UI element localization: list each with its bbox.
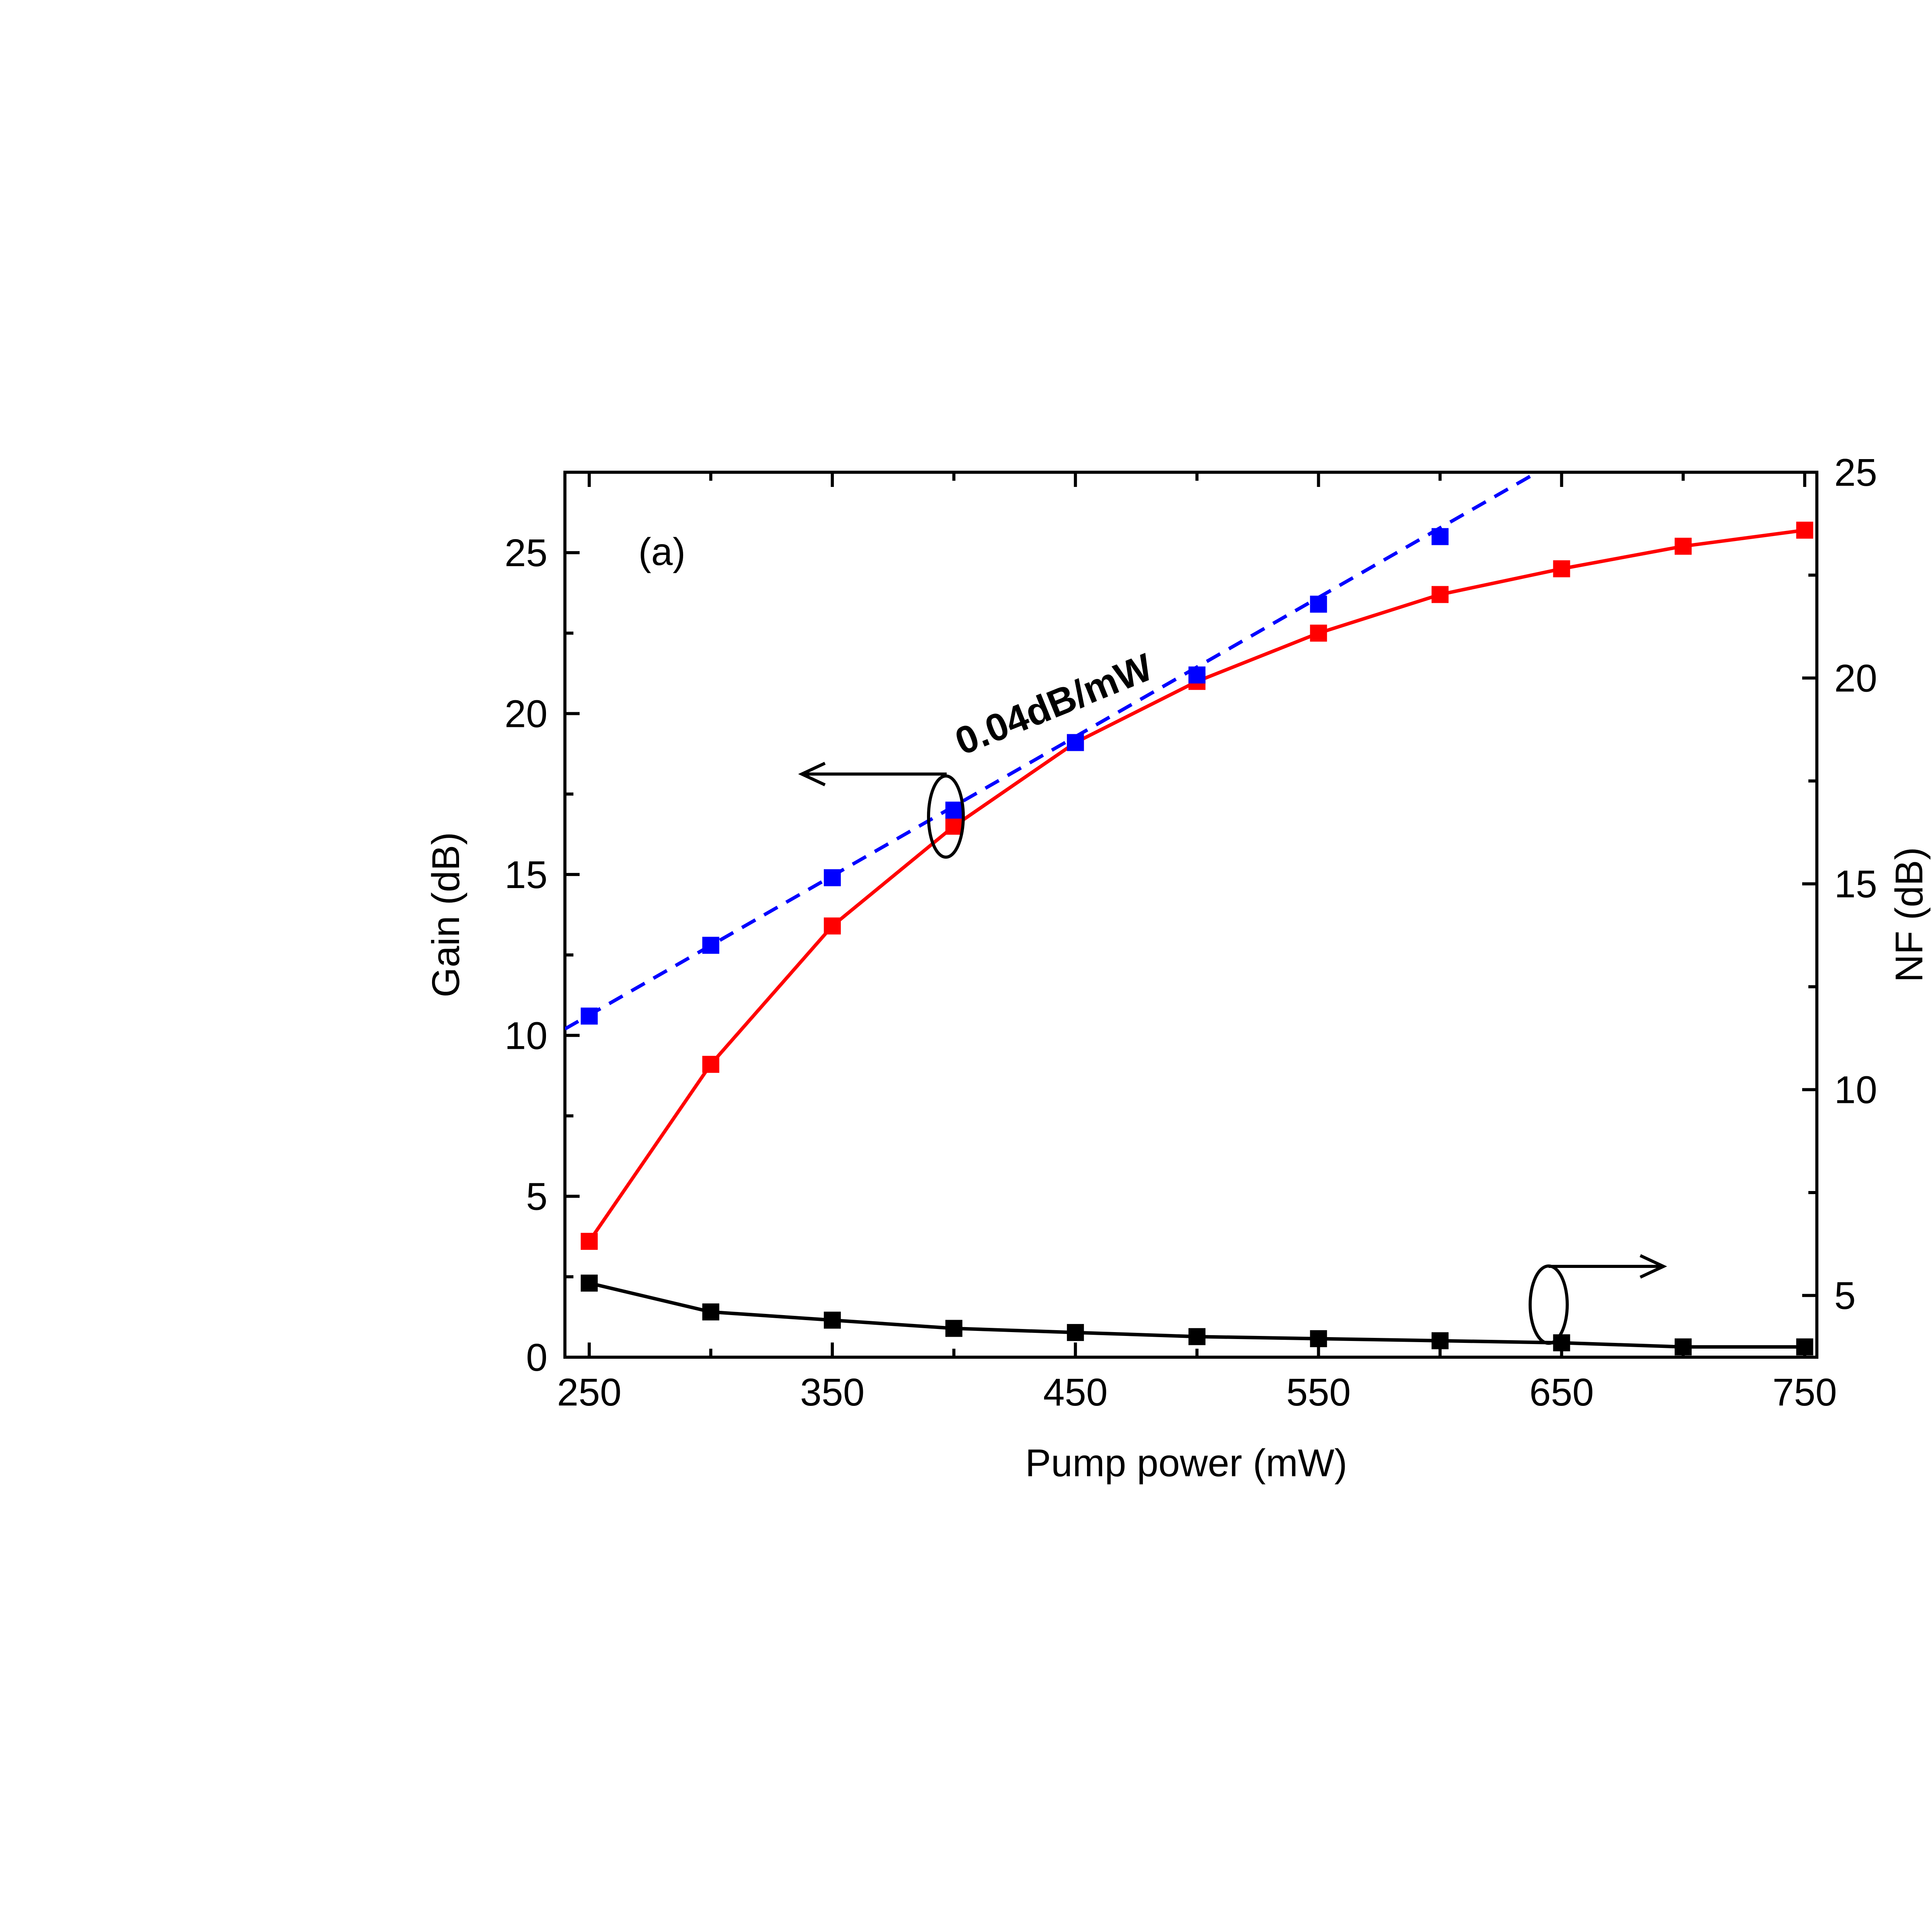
plot-frame	[563, 471, 1818, 1359]
y-left-tick-label: 10	[505, 1014, 548, 1057]
x-tick-label: 750	[1772, 1371, 1837, 1414]
series-0-point	[1310, 624, 1327, 642]
series-1-point	[580, 1007, 598, 1025]
tick-labels: 250 350 450 550 650 750 0 5 10 15 20 25 5 10 15 20 25	[505, 451, 1877, 1414]
series-1-point	[1431, 528, 1449, 545]
series-0-point	[1431, 586, 1449, 603]
series-3-point	[1431, 1332, 1449, 1349]
series-3-point	[702, 1303, 719, 1320]
x-tick-label: 650	[1529, 1371, 1594, 1414]
series-1-point	[1310, 596, 1327, 613]
x-tick-label: 350	[800, 1371, 865, 1414]
series-1-point	[1067, 734, 1084, 751]
y-left-tick-label: 25	[505, 531, 548, 575]
series-3-point	[1188, 1328, 1206, 1345]
series-line-2	[565, 472, 1538, 1031]
x-tick-label: 250	[557, 1371, 621, 1414]
x-tick-label: 550	[1286, 1371, 1351, 1414]
y-right-tick-label: 25	[1834, 451, 1877, 494]
series-0-point	[1553, 560, 1570, 577]
gain-series-marker-ellipse	[927, 774, 965, 859]
series-0-point	[1796, 521, 1813, 539]
series-3-point	[824, 1312, 841, 1329]
nf-axis-arrowhead	[1639, 1254, 1667, 1279]
y-left-tick-label: 20	[505, 693, 548, 736]
series-3-point	[1796, 1338, 1813, 1356]
y-right-tick-label: 10	[1834, 1069, 1877, 1112]
slope-annotation: 0.04dB/mW	[949, 645, 1158, 763]
panel-label: (a)	[638, 530, 685, 573]
series-3-point	[1067, 1324, 1084, 1341]
annotations	[798, 762, 1667, 1345]
series-layer	[565, 472, 1813, 1356]
series-1-point	[945, 801, 963, 819]
y-right-tick-label: 20	[1834, 657, 1877, 700]
y-right-tick-label: 15	[1834, 863, 1877, 906]
series-3-point	[1553, 1334, 1570, 1351]
series-3-point	[580, 1274, 598, 1292]
nf-series-marker-ellipse	[1529, 1264, 1569, 1345]
y-left-axis-title: Gain (dB)	[424, 832, 468, 997]
y-left-tick-label: 5	[526, 1175, 548, 1218]
series-1-point	[1188, 666, 1206, 684]
plot-area	[565, 472, 1805, 1349]
series-0-point	[945, 818, 963, 835]
y-right-tick-label: 5	[1834, 1274, 1856, 1317]
x-axis-title: Pump power (mW)	[1025, 1441, 1347, 1485]
series-0-point	[1674, 538, 1692, 555]
y-right-axis-title: NF (dB)	[1888, 847, 1931, 982]
series-0-point	[580, 1233, 598, 1250]
series-line-0	[588, 528, 1805, 1242]
x-tick-label: 450	[1043, 1371, 1108, 1414]
y-left-tick-label: 0	[526, 1336, 548, 1379]
series-3-point	[1674, 1338, 1692, 1356]
series-3-point	[1310, 1330, 1327, 1348]
series-0-point	[702, 1056, 719, 1073]
gain-axis-arrowhead	[798, 762, 826, 786]
series-3-point	[945, 1320, 963, 1337]
series-1-point	[824, 869, 841, 887]
series-0-point	[824, 917, 841, 935]
y-left-tick-label: 15	[505, 853, 548, 897]
series-1-point	[702, 937, 719, 954]
axis-ticks	[565, 471, 1817, 1359]
